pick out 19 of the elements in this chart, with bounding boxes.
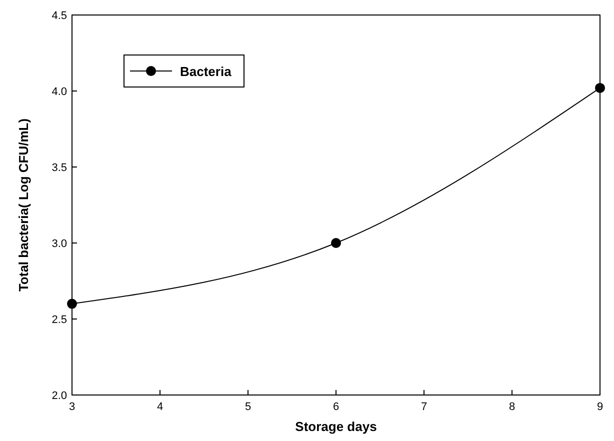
point — [331, 238, 341, 248]
y-tick-label: 2.0 — [52, 390, 67, 402]
x-axis-title: Storage days — [295, 419, 377, 434]
x-tick-label: 9 — [596, 401, 604, 413]
y-tick-label: 2.5 — [52, 314, 67, 326]
x-tick-label: 3 — [68, 401, 76, 413]
y-axis-title: Total bacteria( Log CFU/mL) — [16, 118, 31, 292]
x-tick-label: 8 — [508, 401, 516, 413]
x-tick-label: 5 — [244, 401, 252, 413]
y-tick-label: 3.5 — [52, 162, 67, 174]
y-tick-label: 4.0 — [52, 86, 67, 98]
y-tick-label: 4.5 — [52, 10, 67, 22]
legend-label: Bacteria — [180, 64, 232, 79]
x-tick-label: 7 — [420, 401, 428, 413]
point — [67, 298, 77, 309]
x-tick-label: 6 — [332, 401, 340, 413]
x-tick-label: 4 — [156, 401, 164, 413]
point — [595, 82, 605, 93]
y-tick-label: 3.0 — [52, 238, 67, 250]
